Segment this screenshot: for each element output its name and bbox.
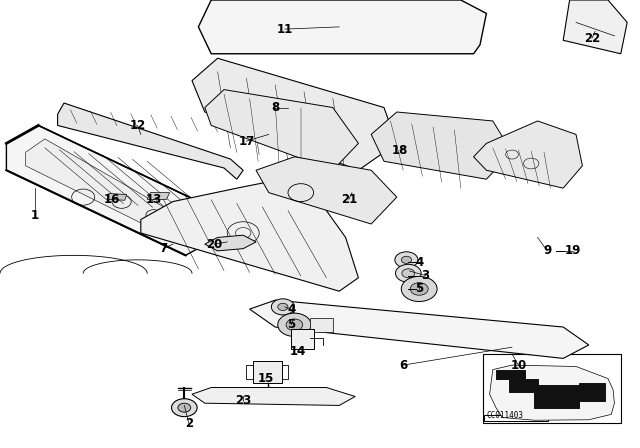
Circle shape [178, 403, 191, 412]
Polygon shape [496, 370, 525, 379]
Polygon shape [534, 385, 579, 408]
Circle shape [402, 269, 415, 278]
Polygon shape [310, 318, 333, 332]
Polygon shape [490, 365, 614, 420]
Text: 21: 21 [340, 193, 357, 206]
Polygon shape [256, 157, 397, 224]
Text: 19: 19 [564, 244, 581, 258]
Polygon shape [6, 125, 218, 255]
Polygon shape [198, 0, 486, 54]
Circle shape [172, 399, 197, 417]
Circle shape [410, 283, 428, 295]
Text: 16: 16 [104, 193, 120, 206]
Polygon shape [563, 0, 627, 54]
Circle shape [278, 313, 311, 336]
Circle shape [286, 319, 303, 331]
Polygon shape [107, 194, 127, 200]
Text: 8: 8 [271, 101, 279, 114]
Text: 11: 11 [276, 22, 293, 36]
Text: 18: 18 [392, 143, 408, 157]
Text: 2: 2 [185, 417, 193, 430]
Polygon shape [192, 58, 397, 170]
Text: 5: 5 [287, 318, 295, 332]
Polygon shape [26, 139, 186, 242]
Text: 13: 13 [145, 193, 162, 206]
Text: 14: 14 [289, 345, 306, 358]
Bar [483, 354, 621, 423]
Text: 17: 17 [238, 134, 255, 148]
Bar [484, 415, 548, 421]
Text: 1: 1 [31, 208, 39, 222]
Circle shape [278, 303, 288, 310]
Text: 10: 10 [510, 358, 527, 372]
Text: 6: 6 [399, 358, 407, 372]
Polygon shape [371, 112, 512, 179]
Text: 5: 5 [415, 282, 423, 296]
Polygon shape [253, 361, 282, 383]
Polygon shape [205, 235, 256, 251]
Text: 4: 4 [287, 302, 295, 316]
Polygon shape [58, 103, 243, 179]
Polygon shape [291, 329, 314, 349]
Polygon shape [579, 383, 605, 401]
Text: 4: 4 [415, 255, 423, 269]
Circle shape [271, 299, 294, 315]
Text: 22: 22 [584, 31, 600, 45]
Circle shape [401, 256, 412, 263]
Circle shape [395, 252, 418, 268]
Text: 23: 23 [235, 394, 252, 408]
Polygon shape [205, 90, 358, 170]
Text: 15: 15 [257, 372, 274, 385]
Polygon shape [509, 379, 538, 392]
Polygon shape [141, 179, 358, 291]
Polygon shape [474, 121, 582, 188]
Polygon shape [147, 193, 170, 199]
Polygon shape [250, 300, 589, 358]
Text: CC011403: CC011403 [486, 411, 524, 420]
Circle shape [396, 264, 421, 282]
Text: 9: 9 [543, 244, 551, 258]
Circle shape [401, 276, 437, 302]
Text: 20: 20 [206, 237, 223, 251]
Text: 3: 3 [422, 269, 429, 282]
Text: 7: 7 [159, 242, 167, 255]
Polygon shape [192, 388, 355, 405]
Text: 12: 12 [129, 119, 146, 132]
